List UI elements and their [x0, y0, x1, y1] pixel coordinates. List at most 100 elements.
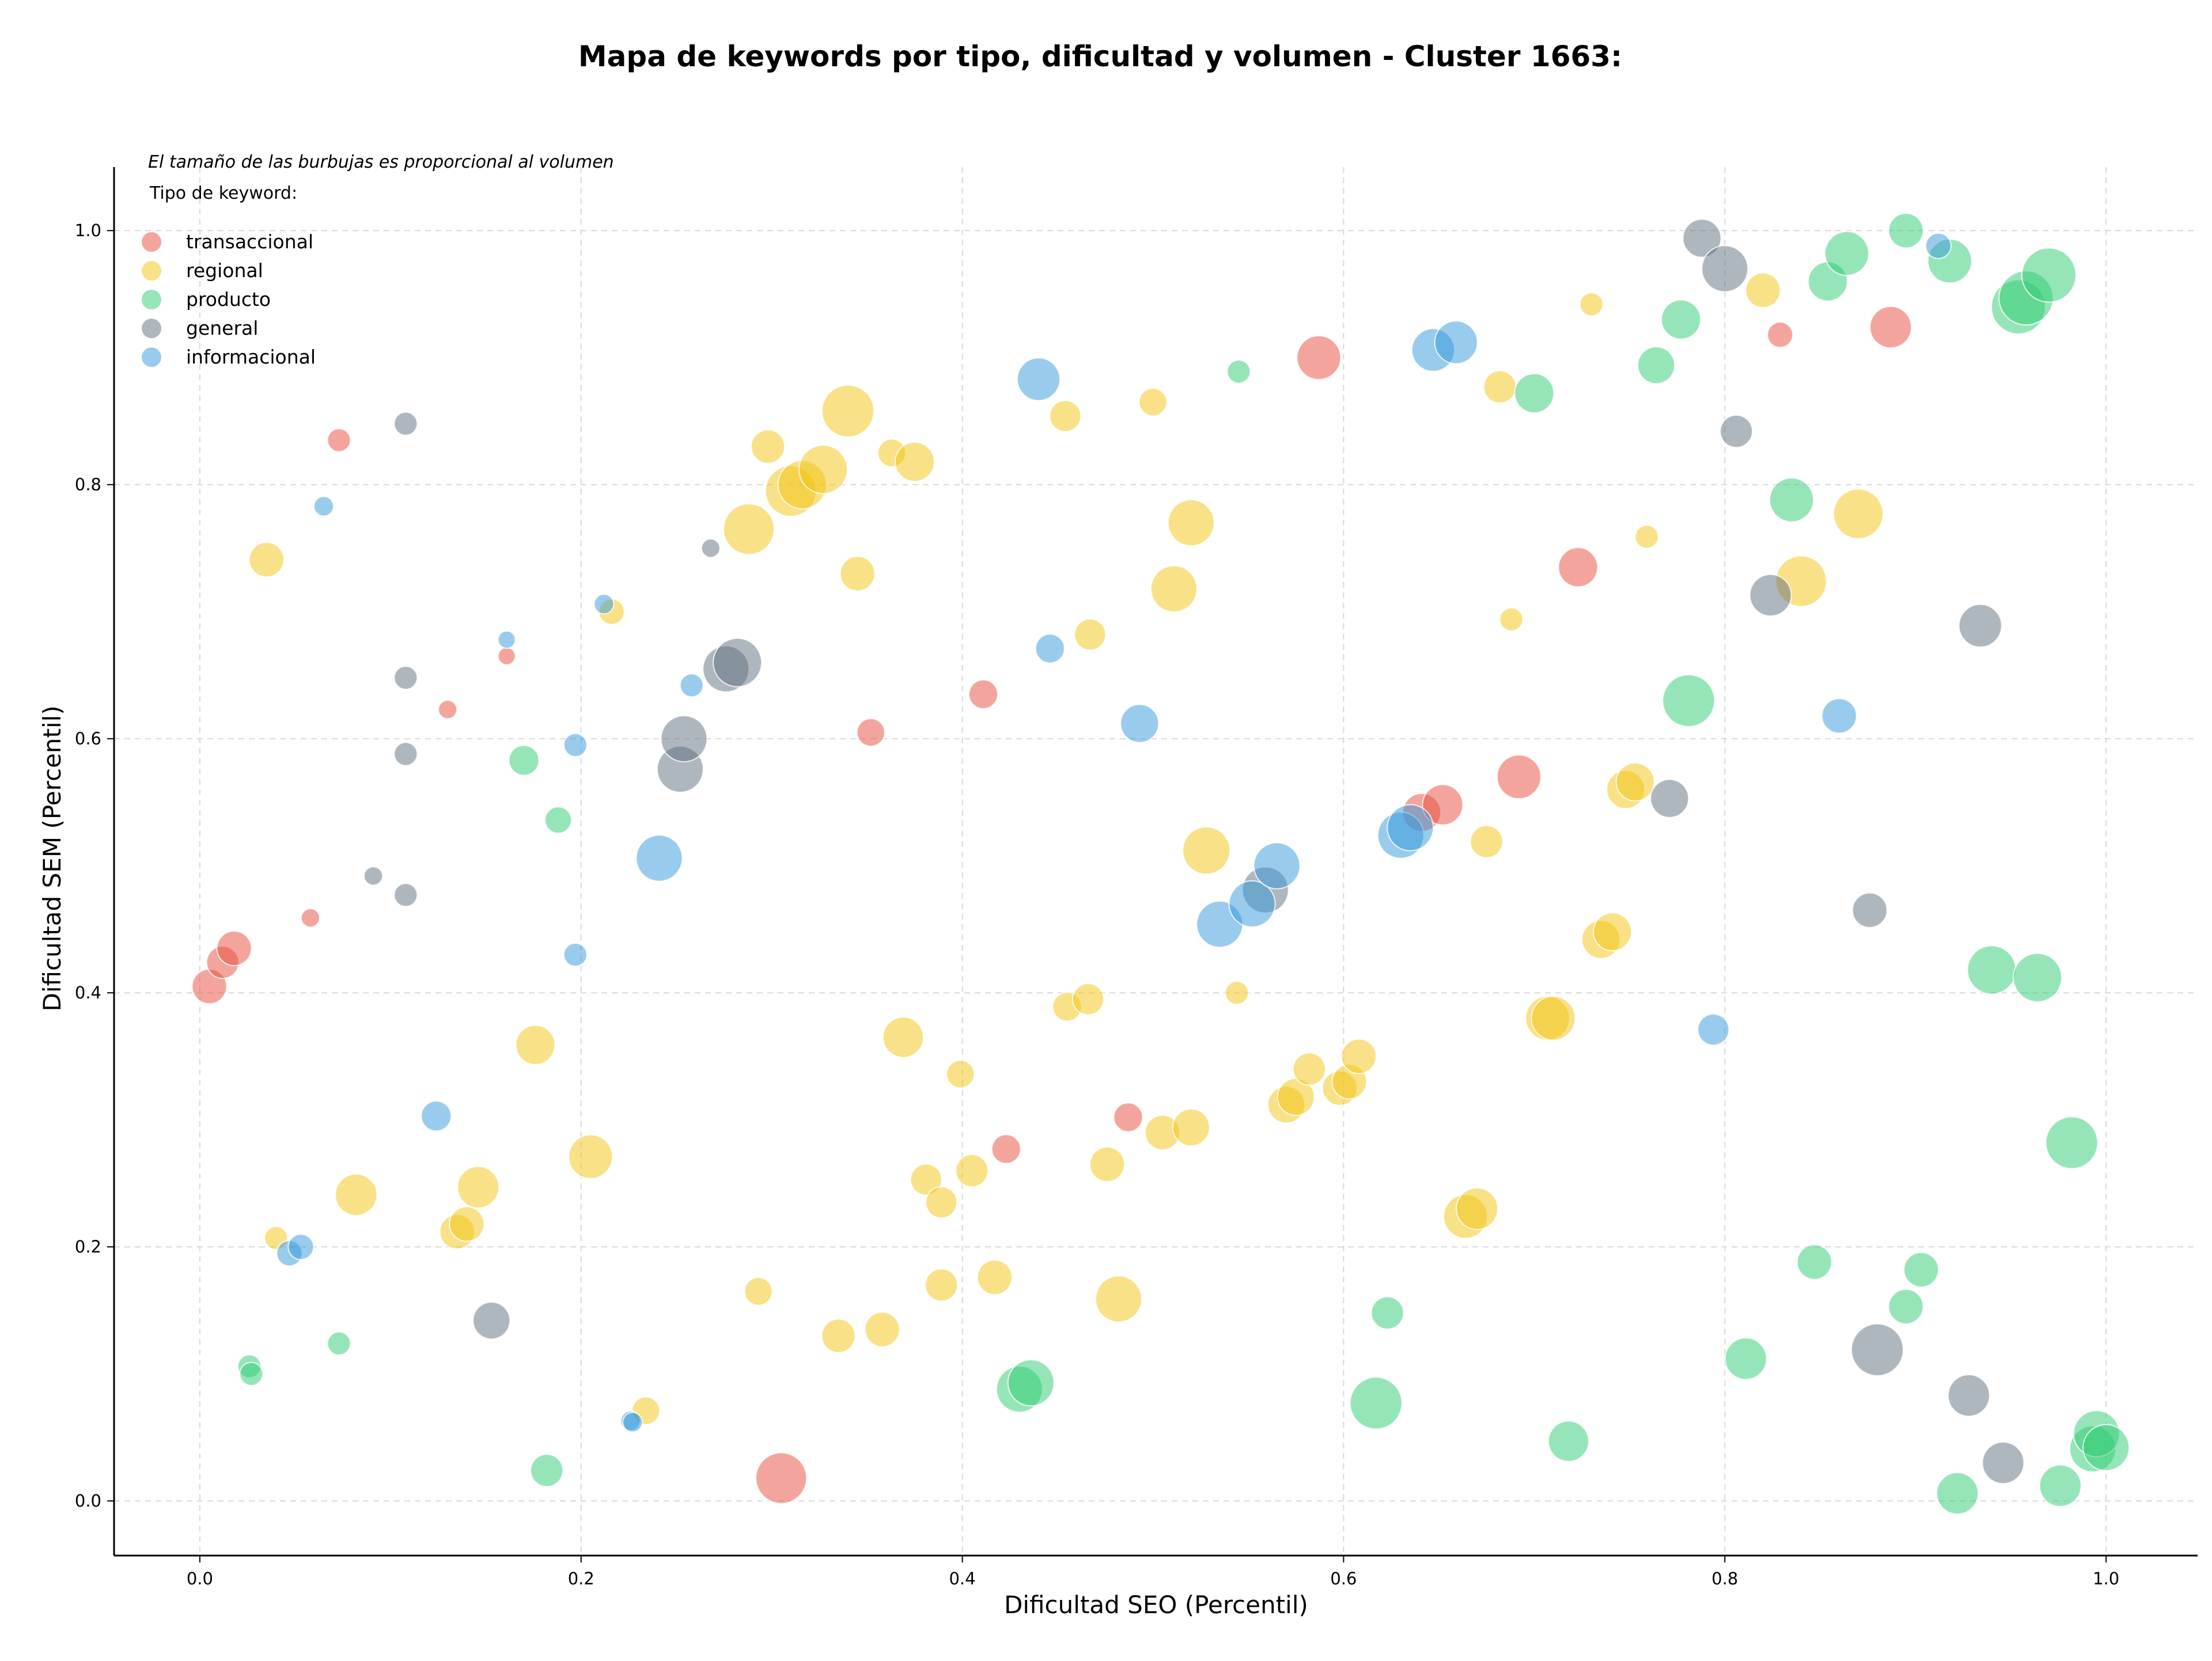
bubble-regional — [248, 542, 285, 578]
bubble-regional — [946, 1060, 975, 1089]
bubble-producto — [2045, 1116, 2099, 1170]
bubble-transaccional — [300, 908, 320, 928]
bubble-general — [393, 665, 418, 690]
bubbles — [191, 213, 2130, 1515]
legend-marker-producto — [142, 290, 161, 309]
bubble-transaccional — [497, 646, 516, 665]
legend-label-regional: regional — [186, 259, 263, 282]
x-tick-label: 0.2 — [568, 1569, 594, 1588]
bubble-general — [1958, 603, 2002, 648]
bubble-regional — [976, 1259, 1013, 1296]
bubble-informacional — [313, 495, 335, 517]
bubble-general — [713, 637, 763, 687]
bubble-transaccional — [991, 1134, 1021, 1164]
size-note: El tamaño de las burbujas es proporciona… — [148, 152, 614, 172]
legend-marker-general — [142, 319, 161, 338]
bubble-producto — [2039, 1464, 2082, 1507]
bubble-informacional — [1697, 1013, 1730, 1046]
bubble-producto — [1888, 213, 1924, 249]
bubble-producto — [530, 1454, 564, 1488]
bubble-producto — [1661, 299, 1702, 340]
bubble-regional — [1072, 983, 1105, 1016]
bubble-producto — [2082, 1424, 2130, 1471]
bubble-informacional — [1016, 357, 1060, 402]
bubble-informacional — [593, 593, 615, 615]
bubble-producto — [1226, 359, 1251, 384]
bubble-regional — [882, 1016, 925, 1058]
bubble-regional — [821, 384, 875, 438]
y-tick-label: 0.2 — [75, 1237, 101, 1257]
bubble-regional — [1074, 618, 1107, 651]
bubble-producto — [2021, 247, 2077, 303]
axis-ticks: 0.0 0.2 0.4 0.6 0.8 1.0 0.0 0.2 0.4 0.6 0.8 1.0 — [75, 221, 2119, 1588]
bubble-transaccional — [755, 1452, 808, 1504]
bubble-informacional — [1035, 633, 1065, 664]
bubble-informacional — [622, 1412, 643, 1433]
bubble-regional — [864, 1311, 900, 1348]
bubble-general — [1947, 1374, 1990, 1417]
legend-title: Tipo de keyword: — [149, 183, 297, 203]
bubble-regional — [457, 1166, 500, 1209]
bubble-transaccional — [1767, 321, 1794, 349]
bubble-transaccional — [216, 930, 252, 967]
x-tick-label: 0.8 — [1711, 1569, 1738, 1588]
bubble-general — [1851, 1323, 1904, 1376]
bubble-regional — [1225, 981, 1249, 1005]
x-axis-label: Dificultad SEO (Percentil) — [1004, 1591, 1308, 1619]
bubble-informacional — [1821, 698, 1857, 734]
bubble-general — [363, 866, 384, 886]
bubble-informacional — [497, 630, 516, 649]
bubble-regional — [1089, 1146, 1126, 1182]
bubble-regional — [1615, 762, 1655, 802]
bubble-informacional — [421, 1100, 452, 1132]
bubble-producto — [2013, 952, 2063, 1002]
bubble-producto — [1903, 1251, 1940, 1288]
bubble-transaccional — [1113, 1102, 1143, 1133]
bubble-transaccional — [1869, 305, 1912, 349]
bubble-transaccional — [968, 679, 999, 710]
axes — [113, 167, 2198, 1557]
bubble-producto — [1888, 1288, 1924, 1325]
bubble-regional — [1094, 1275, 1142, 1323]
bubble-producto — [1637, 346, 1676, 384]
bubble-general — [1982, 1441, 2025, 1485]
bubble-regional — [1172, 1108, 1210, 1147]
bubble-regional — [449, 1206, 485, 1242]
bubble-regional — [798, 444, 849, 494]
legend: transaccional regional producto general info… — [142, 230, 316, 368]
bubble-producto — [1662, 674, 1715, 728]
bubble-regional — [335, 1173, 378, 1216]
bubble-informacional — [1925, 232, 1952, 259]
x-tick-label: 0.6 — [1330, 1569, 1357, 1588]
bubble-producto — [239, 1361, 264, 1386]
bubble-regional — [744, 1277, 773, 1306]
bubble-transaccional — [327, 428, 351, 453]
bubble-producto — [1349, 1376, 1403, 1430]
bubble-regional — [1483, 370, 1517, 404]
bubble-regional — [1150, 565, 1198, 613]
bubble-general — [700, 538, 721, 558]
bubble-regional — [1745, 272, 1781, 308]
bubble-informacional — [1228, 880, 1276, 928]
bubble-regional — [1138, 387, 1168, 417]
bubble-regional — [910, 1163, 942, 1196]
bubble-informacional — [1387, 804, 1434, 852]
bubble-general — [1650, 778, 1690, 818]
bubble-regional — [568, 1134, 613, 1179]
legend-label-producto: producto — [186, 288, 271, 311]
bubble-regional — [925, 1186, 958, 1219]
bubble-regional — [1469, 824, 1503, 858]
bubble-producto — [1769, 477, 1815, 523]
y-tick-label: 0.8 — [75, 475, 101, 494]
bubble-informacional — [1253, 842, 1301, 890]
y-tick-label: 0.6 — [75, 729, 101, 748]
y-tick-label: 0.0 — [75, 1491, 101, 1511]
bubble-transaccional — [438, 699, 458, 720]
bubble-regional — [1593, 912, 1633, 952]
bubble-producto — [544, 806, 573, 834]
bubble-regional — [751, 429, 786, 464]
bubble-general — [660, 715, 708, 763]
bubble-general — [1851, 892, 1888, 928]
bubble-general — [393, 883, 418, 907]
